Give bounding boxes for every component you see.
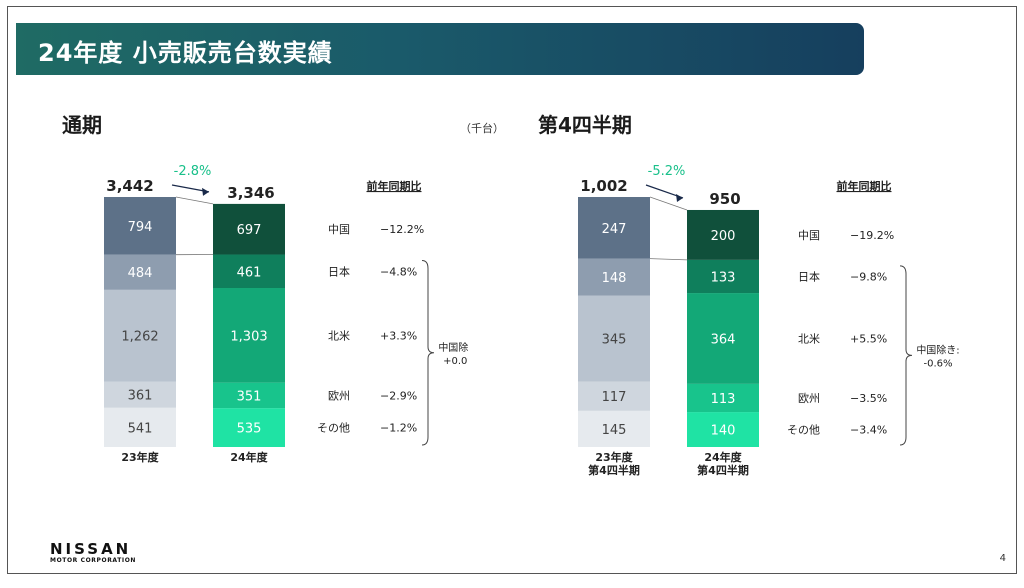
category-label: 23年度 [121, 450, 159, 464]
bracket [422, 261, 434, 445]
data-label: 484 [128, 266, 153, 281]
category-label: 24年度 [230, 450, 268, 464]
data-label: 364 [711, 332, 736, 347]
data-label: 361 [128, 389, 153, 404]
page-number: 4 [1000, 553, 1006, 564]
yoy-value: −3.4% [850, 424, 887, 437]
yoy-value: +5.5% [850, 332, 887, 345]
total-label: 1,002 [580, 177, 627, 195]
region-label: その他 [317, 422, 350, 435]
data-label: 345 [602, 333, 627, 348]
change-arrow-head [676, 194, 683, 202]
slide: 24年度 小売販売台数実績 通期 （千台） 第4四半期 541 361 1,262 4… [7, 6, 1017, 574]
data-label: 794 [128, 220, 153, 235]
data-label: 1,303 [230, 329, 267, 344]
page-title: 24年度 小売販売台数実績 [38, 33, 333, 68]
nissan-logo: NISSAN MOTOR CORPORATION [50, 541, 136, 564]
bracket-note: -0.6% [923, 358, 952, 369]
yoy-value: −2.9% [380, 389, 417, 402]
data-label: 140 [711, 424, 736, 439]
data-label: 351 [237, 389, 262, 404]
yoy-header: 前年同期比 [367, 179, 422, 193]
data-label: 461 [237, 265, 262, 280]
yoy-value: −12.2% [380, 223, 424, 236]
yoy-value: −19.2% [850, 229, 894, 242]
change-arrow-head [202, 188, 209, 196]
yoy-value: −4.8% [380, 265, 417, 278]
section-title-q4: 第4四半期 [538, 109, 632, 138]
data-label: 145 [602, 423, 627, 438]
region-label: 中国 [798, 229, 820, 242]
connector-line [650, 259, 687, 260]
unit-label: （千台） [460, 120, 504, 136]
data-label: 1,262 [121, 330, 158, 345]
logo-subtext: MOTOR CORPORATION [50, 557, 136, 564]
yoy-value: +3.3% [380, 329, 417, 342]
bracket-note: +0.0% [443, 356, 468, 367]
bracket [900, 266, 912, 445]
category-label: 24年度 [704, 450, 742, 464]
data-label: 541 [128, 421, 153, 436]
yoy-header: 前年同期比 [837, 179, 892, 193]
region-label: 日本 [798, 269, 820, 283]
section-title-full-year: 通期 [62, 109, 102, 138]
change-label: -2.8% [174, 164, 212, 179]
data-label: 535 [237, 422, 262, 437]
title-banner: 24年度 小売販売台数実績 [16, 23, 864, 75]
full-year-chart: 541 361 1,262 484 794 535 351 1,303 461 697 3,442 3… [8, 157, 468, 497]
category-label: 23年度 [595, 450, 633, 464]
yoy-value: −9.8% [850, 270, 887, 283]
data-label: 117 [602, 390, 627, 405]
total-label: 950 [709, 190, 740, 208]
data-label: 200 [711, 229, 736, 244]
data-label: 113 [711, 392, 736, 407]
region-label: 欧州 [798, 392, 820, 405]
logo-text: NISSAN [50, 541, 136, 557]
total-label: 3,346 [227, 184, 274, 202]
change-label: -5.2% [648, 164, 686, 179]
region-label: 北米 [328, 329, 350, 342]
region-label: 中国 [328, 223, 350, 236]
total-label: 3,442 [106, 177, 153, 195]
bracket-note: 中国除き: [438, 341, 468, 354]
data-label: 133 [711, 270, 736, 285]
region-label: 欧州 [328, 389, 350, 402]
category-label: 第4四半期 [697, 463, 749, 477]
data-label: 247 [602, 222, 627, 237]
data-label: 148 [602, 271, 627, 286]
connector-line [176, 197, 213, 204]
region-label: 日本 [328, 264, 350, 278]
region-label: その他 [787, 424, 820, 437]
q4-chart: 145 117 345 148 247 140 113 364 133 200 1,002 950 -5… [548, 157, 988, 497]
region-label: 北米 [798, 332, 820, 345]
category-label: 第4四半期 [588, 463, 640, 477]
yoy-value: −1.2% [380, 422, 417, 435]
yoy-value: −3.5% [850, 392, 887, 405]
data-label: 697 [237, 223, 262, 238]
bracket-note: 中国除き: [916, 343, 959, 356]
